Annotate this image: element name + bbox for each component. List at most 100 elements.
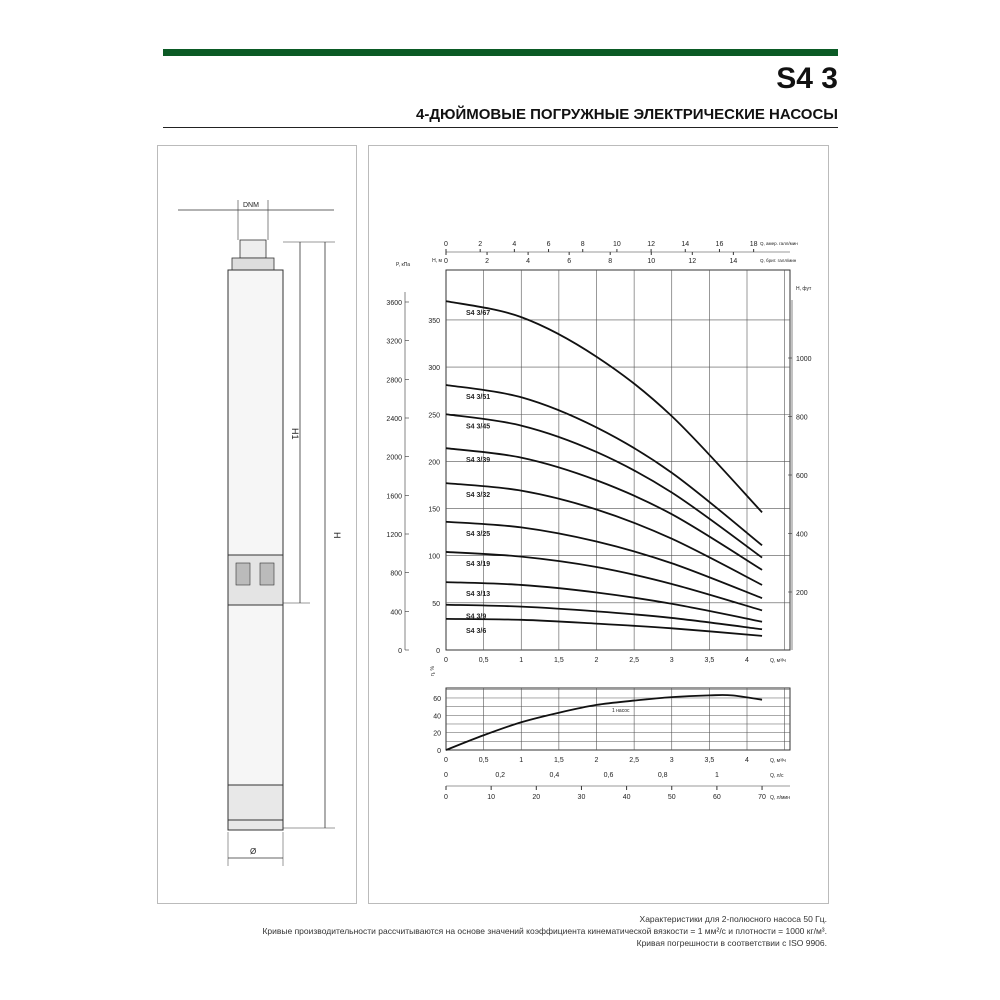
kpa-tick-label: 2000 — [386, 455, 402, 462]
footnote-2: Кривые производительности рассчитываются… — [262, 926, 827, 936]
us-gpm-tick-label: 16 — [716, 241, 724, 248]
series-label: S4 3/45 — [466, 423, 490, 430]
q-tick-label: 3,5 — [705, 657, 715, 664]
diameter-label: Ø — [250, 847, 256, 856]
us-gpm-tick-label: 8 — [581, 241, 585, 248]
kpa-tick-label: 1600 — [386, 493, 402, 500]
q-tick-label: 1 — [519, 757, 523, 764]
efficiency-curve — [445, 694, 763, 751]
eff-tick-label: 0 — [437, 748, 441, 755]
q-tick-label: 1,5 — [554, 757, 564, 764]
ls-tick-label: 0,8 — [658, 772, 668, 779]
h-tick-label: 250 — [428, 412, 440, 419]
q-tick-label: 0 — [444, 657, 448, 664]
kpa-tick-label: 3600 — [386, 300, 402, 307]
series-label: S4 3/51 — [466, 394, 490, 401]
series-label: S4 3/67 — [466, 310, 490, 317]
kpa-tick-label: 2800 — [386, 377, 402, 384]
imp-gpm-tick-label: 4 — [526, 258, 530, 265]
imp-gpm-tick-label: 0 — [444, 258, 448, 265]
us-gpm-tick-label: 4 — [512, 241, 516, 248]
imp-gpm-tick-label: 10 — [647, 258, 655, 265]
pump-curve — [445, 482, 763, 586]
kpa-axis-label: P, кПа — [396, 262, 410, 268]
eff-tick-label: 20 — [433, 731, 441, 738]
q-axis-label: Q, м³/ч — [770, 658, 786, 664]
q-tick-label: 1,5 — [554, 657, 564, 664]
pump-curve — [445, 520, 763, 599]
h-tick-label: 50 — [432, 601, 440, 608]
eff-plot-frame — [445, 687, 791, 751]
ft-axis-label: H, фут — [796, 286, 812, 292]
us-gpm-tick-label: 14 — [681, 241, 689, 248]
page-title: S4 3 — [776, 62, 838, 95]
imp-gpm-tick-label: 14 — [729, 258, 737, 265]
us-gpm-tick-label: 10 — [613, 241, 621, 248]
h1-label: H1 — [290, 428, 300, 440]
q-tick-label: 0,5 — [479, 657, 489, 664]
us-gpm-tick-label: 0 — [444, 241, 448, 248]
us-gpm-tick-label: 12 — [647, 241, 655, 248]
lmin-tick-label: 60 — [713, 794, 721, 801]
lmin-tick-label: 30 — [578, 794, 586, 801]
q-tick-label: 0,5 — [479, 757, 489, 764]
pump-curve — [445, 447, 763, 571]
h-tick-label: 350 — [428, 318, 440, 325]
lmin-tick-label: 70 — [758, 794, 766, 801]
series-label: S4 3/39 — [466, 457, 490, 464]
kpa-tick-label: 0 — [398, 648, 402, 655]
kpa-tick-label: 800 — [390, 571, 402, 578]
chart-panel — [368, 145, 829, 904]
dnm-label: DNM — [243, 202, 259, 209]
ls-tick-label: 0 — [444, 772, 448, 779]
q-tick-label: 2,5 — [629, 757, 639, 764]
imp-gpm-tick-label: 2 — [485, 258, 489, 265]
series-label: S4 3/13 — [466, 591, 490, 598]
series-label: S4 3/6 — [466, 628, 486, 635]
lmin-tick-label: 50 — [668, 794, 676, 801]
series-label: 1 насос — [612, 708, 630, 714]
eff-tick-label: 60 — [433, 696, 441, 703]
ft-tick-label: 200 — [796, 590, 808, 597]
h-tick-label: 150 — [428, 507, 440, 514]
q-tick-label: 3 — [670, 657, 674, 664]
q-axis-label: Q, м³/ч — [770, 758, 786, 764]
q-tick-label: 3,5 — [705, 757, 715, 764]
ls-tick-label: 0,2 — [495, 772, 505, 779]
eff-tick-label: 40 — [433, 713, 441, 720]
main-plot-frame — [445, 269, 791, 651]
ls-tick-label: 0,6 — [604, 772, 614, 779]
pump-curve — [445, 413, 763, 559]
footnote-3: Кривая погрешности в соответствии с ISO … — [636, 938, 827, 948]
pump-drawing: DNM H1 H Ø — [178, 200, 342, 866]
imp-gpm-tick-label: 6 — [567, 258, 571, 265]
ft-tick-label: 800 — [796, 415, 808, 422]
imp-gpm-tick-label: 8 — [608, 258, 612, 265]
series-label: S4 3/9 — [466, 614, 486, 621]
h-axis-label: H, м — [432, 258, 442, 264]
ft-tick-label: 400 — [796, 532, 808, 539]
ls-axis-label: Q, л/с — [770, 773, 784, 779]
lmin-tick-label: 40 — [623, 794, 631, 801]
h-tick-label: 0 — [436, 648, 440, 655]
pump-curve — [445, 551, 763, 612]
q-tick-label: 2 — [595, 757, 599, 764]
series-label: S4 3/19 — [466, 561, 490, 568]
q-tick-label: 4 — [745, 757, 749, 764]
header-divider — [163, 127, 838, 128]
pump-curve — [445, 581, 763, 623]
q-tick-label: 1 — [519, 657, 523, 664]
us-gpm-tick-label: 6 — [547, 241, 551, 248]
h-tick-label: 100 — [428, 554, 440, 561]
q-tick-label: 2 — [595, 657, 599, 664]
series-label: S4 3/25 — [466, 531, 490, 538]
eff-axis-label: η, % — [430, 665, 436, 676]
kpa-tick-label: 1200 — [386, 532, 402, 539]
kpa-tick-label: 400 — [390, 609, 402, 616]
q-tick-label: 2,5 — [629, 657, 639, 664]
footnote-1: Характеристики для 2-полюсного насоса 50… — [639, 914, 827, 924]
ls-tick-label: 1 — [715, 772, 719, 779]
h-label: H — [332, 532, 342, 539]
